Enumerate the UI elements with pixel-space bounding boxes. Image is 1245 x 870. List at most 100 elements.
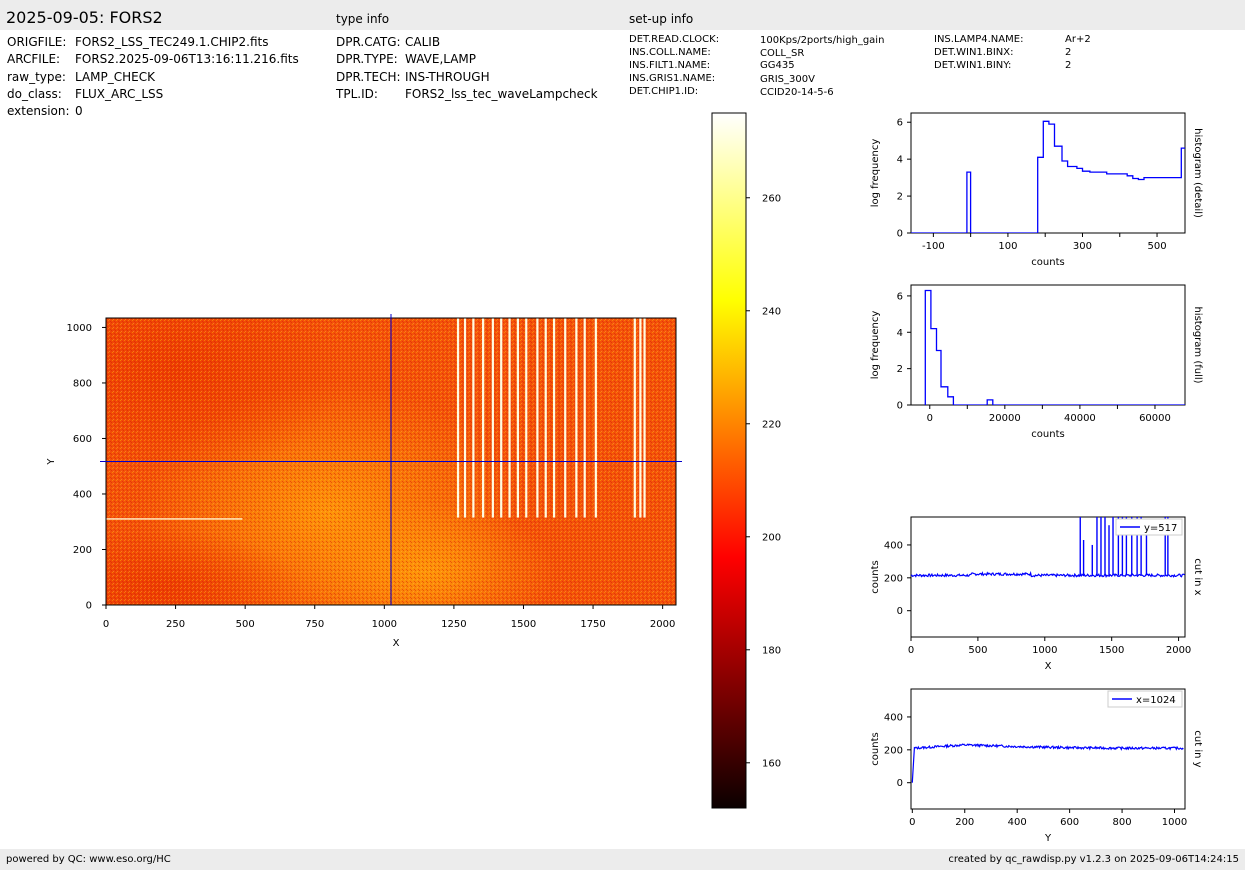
arc-line: [516, 318, 520, 518]
type-info-key: DPR.TYPE:: [336, 52, 398, 66]
file-info-key: extension:: [7, 104, 70, 118]
colorbar-tick-label: 160: [762, 758, 781, 769]
legend-box: [1115, 518, 1183, 536]
legend-label: y=517: [1144, 523, 1177, 534]
file-info-value: LAMP_CHECK: [75, 70, 155, 84]
x-tick-label: 200: [955, 817, 974, 828]
y-axis-label: counts: [870, 560, 881, 593]
x-tick-label: 800: [1113, 817, 1132, 828]
y-tick-label: 800: [73, 378, 92, 389]
y-tick-label: 4: [897, 328, 903, 339]
setup-info-heading: set-up info: [629, 12, 694, 26]
setup-info-key: DET.WIN1.BINX:: [934, 47, 1014, 58]
x-tick-label: 1000: [372, 619, 397, 630]
legend-label: x=1024: [1136, 695, 1176, 706]
arc-line: [508, 318, 511, 518]
panel-side-title: cut in x: [1192, 558, 1203, 595]
colorbar-tick-label: 180: [762, 645, 781, 656]
setup-info-value: 2: [1065, 60, 1072, 71]
y-tick-label: 400: [884, 712, 903, 723]
arc-line: [594, 318, 597, 518]
y-tick-label: 1000: [67, 323, 92, 334]
setup-info-key: DET.CHIP1.ID:: [629, 86, 699, 97]
panel-side-title: cut in y: [1192, 730, 1203, 767]
legend-box: [1107, 690, 1183, 708]
colorbar: [711, 112, 747, 809]
series-line: [911, 120, 1185, 233]
setup-info-value: COLL_SR: [760, 48, 805, 59]
x-axis-label: counts: [1031, 257, 1064, 268]
x-tick-label: 0: [909, 817, 915, 828]
setup-info-value: GG435: [760, 60, 795, 71]
footer-powered-by: powered by QC: www.eso.org/HC: [6, 854, 171, 865]
y-tick-label: 4: [897, 155, 903, 166]
x-tick-label: 1750: [580, 619, 605, 630]
plot-frame: [910, 688, 1186, 810]
x-tick-label: 1250: [441, 619, 466, 630]
arc-line: [643, 318, 646, 518]
panel-side-title: histogram (detail): [1192, 128, 1203, 218]
x-tick-label: 0: [908, 645, 914, 656]
x-tick-label: 400: [1008, 817, 1027, 828]
type-info-key: DPR.CATG:: [336, 35, 401, 49]
x-tick-label: 0: [103, 619, 109, 630]
file-info-key: ORIGFILE:: [7, 35, 67, 49]
y-tick-label: 200: [884, 573, 903, 584]
y-axis-label: log frequency: [870, 139, 881, 208]
arc-line: [639, 318, 642, 518]
plot-frame: [910, 284, 1186, 406]
arc-line: [500, 318, 503, 518]
x-tick-label: 1500: [1099, 645, 1124, 656]
y-tick-label: 6: [897, 118, 903, 129]
x-tick-label: 1000: [1162, 817, 1187, 828]
setup-info-key: INS.GRIS1.NAME:: [629, 73, 716, 84]
setup-info-value: 2: [1065, 47, 1072, 58]
x-axis-label: counts: [1031, 429, 1064, 440]
arc-line: [491, 318, 494, 518]
arc-line: [456, 318, 460, 518]
x-tick-label: -100: [922, 241, 945, 252]
y-tick-label: 0: [897, 606, 903, 617]
x-tick-label: 40000: [1064, 413, 1096, 424]
x-tick-label: 600: [1060, 817, 1079, 828]
y-tick-label: 0: [86, 601, 92, 612]
header-bar: [0, 0, 1245, 30]
setup-info-key: INS.FILT1.NAME:: [629, 60, 711, 71]
series-line: [911, 570, 1185, 578]
setup-info-key: DET.WIN1.BINY:: [934, 60, 1012, 71]
y-tick-label: 600: [73, 434, 92, 445]
x-tick-label: 60000: [1139, 413, 1171, 424]
x-axis-label: Y: [1044, 833, 1052, 844]
x-tick-label: 500: [1147, 241, 1166, 252]
y-tick-label: 400: [884, 540, 903, 551]
type-info-value: CALIB: [405, 35, 441, 49]
arc-line: [544, 318, 547, 518]
file-info-key: do_class:: [7, 87, 62, 101]
plot-frame: [910, 112, 1186, 234]
setup-info-value: CCID20-14-5-6: [760, 87, 834, 98]
type-info-value: INS-THROUGH: [405, 70, 490, 84]
y-tick-label: 0: [897, 401, 903, 412]
x-tick-label: 20000: [989, 413, 1021, 424]
x-tick-label: 300: [1073, 241, 1092, 252]
colorbar-tick-label: 240: [762, 306, 781, 317]
colorbar-tick-label: 200: [762, 532, 781, 543]
footer-bar: [0, 849, 1245, 870]
y-tick-label: 2: [897, 192, 903, 203]
file-info-value: FORS2.2025-09-06T13:16:11.216.fits: [75, 52, 299, 66]
file-info-key: ARCFILE:: [7, 52, 61, 66]
page-title: 2025-09-05: FORS2: [6, 8, 163, 27]
y-axis-label: log frequency: [870, 311, 881, 380]
setup-info-key: INS.LAMP4.NAME:: [934, 34, 1024, 45]
arc-line: [564, 318, 567, 518]
type-info-key: DPR.TECH:: [336, 70, 401, 84]
setup-info-value: GRIS_300V: [760, 74, 815, 85]
y-tick-label: 200: [73, 545, 92, 556]
type-info-value: FORS2_lss_tec_waveLampcheck: [405, 87, 598, 101]
x-tick-label: 1500: [511, 619, 536, 630]
x-tick-label: 1000: [1032, 645, 1057, 656]
x-tick-label: 2000: [1166, 645, 1191, 656]
panel-side-title: histogram (full): [1192, 306, 1203, 383]
x-tick-label: 500: [236, 619, 255, 630]
